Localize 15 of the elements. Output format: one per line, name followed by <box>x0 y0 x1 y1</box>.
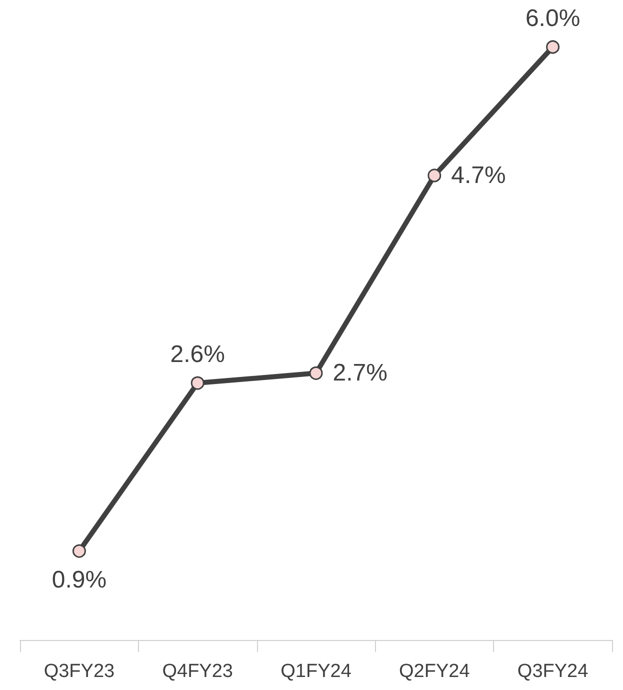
point <box>190 376 204 390</box>
data-label: 0.9% <box>52 566 107 594</box>
x-tick-label: Q4FY23 <box>162 661 233 682</box>
data-label: 6.0% <box>525 4 580 32</box>
x-tick-label: Q1FY24 <box>280 661 352 682</box>
x-tick-label: Q2FY24 <box>399 661 470 682</box>
data-label: 2.7% <box>332 360 388 387</box>
point <box>72 544 86 558</box>
x-tick-label: Q3FY24 <box>517 661 589 682</box>
x-tick-label: Q3FY23 <box>44 661 115 682</box>
point <box>428 168 442 182</box>
point <box>309 366 323 380</box>
data-label: 2.6% <box>170 340 225 368</box>
point <box>546 40 560 54</box>
data-label: 4.7% <box>451 162 506 189</box>
